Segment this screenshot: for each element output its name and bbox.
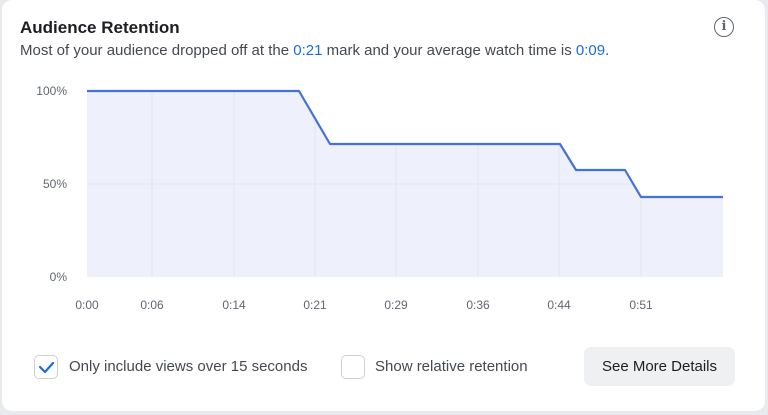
relative-retention-checkbox[interactable] bbox=[341, 355, 365, 379]
x-tick: 0:00 bbox=[75, 298, 99, 312]
subtitle-text: . bbox=[605, 42, 610, 59]
x-tick: 0:14 bbox=[222, 298, 246, 312]
x-tick: 0:29 bbox=[384, 298, 408, 312]
retention-line bbox=[87, 89, 723, 199]
x-tick: 0:36 bbox=[466, 298, 490, 312]
x-tick: 0:21 bbox=[303, 298, 327, 312]
x-tick: 0:44 bbox=[547, 298, 571, 312]
subtitle-text: mark and your average watch time is bbox=[322, 42, 576, 59]
card-subtitle: Most of your audience dropped off at the… bbox=[20, 42, 609, 59]
y-tick-50: 50% bbox=[42, 177, 67, 191]
info-icon[interactable]: i bbox=[714, 17, 734, 37]
relative-retention-label[interactable]: Show relative retention bbox=[375, 358, 528, 375]
views-over-15s-checkbox[interactable] bbox=[34, 355, 58, 379]
dropoff-time: 0:21 bbox=[293, 42, 323, 59]
card-title: Audience Retention bbox=[20, 18, 180, 37]
views-over-15s-label[interactable]: Only include views over 15 seconds bbox=[69, 358, 308, 375]
avg-watch-time: 0:09 bbox=[575, 42, 606, 59]
x-tick: 0:06 bbox=[140, 298, 164, 312]
checkmark-icon bbox=[38, 361, 55, 374]
x-tick: 0:51 bbox=[629, 298, 653, 312]
subtitle-text: Most of your audience dropped off at the bbox=[20, 42, 294, 59]
see-more-details-button[interactable]: See More Details bbox=[584, 347, 735, 386]
y-tick-0: 0% bbox=[49, 270, 67, 284]
y-tick-100: 100% bbox=[36, 84, 67, 98]
